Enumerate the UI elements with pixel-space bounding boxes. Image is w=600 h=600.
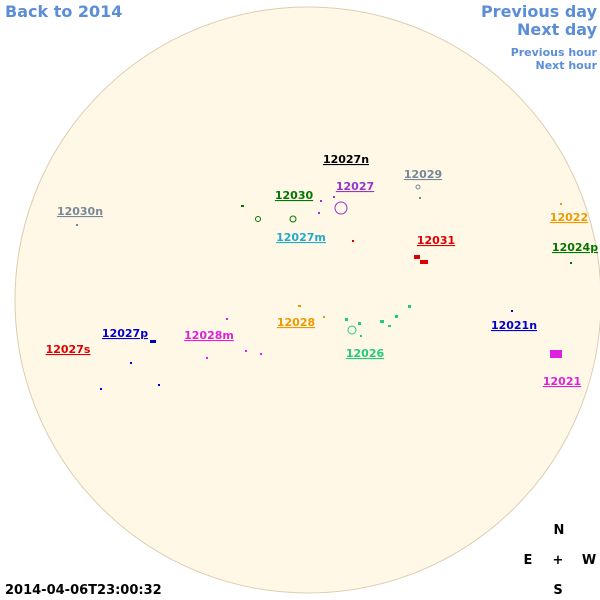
region-label[interactable]: 12026 [346,347,385,360]
next-day-link[interactable]: Next day [517,20,598,39]
region-label[interactable]: 12029 [404,168,442,181]
previous-day-link[interactable]: Previous day [481,2,598,21]
next-hour-link[interactable]: Next hour [536,59,598,72]
back-link[interactable]: Back to 2014 [5,2,122,21]
region-label[interactable]: 12030n [57,205,103,218]
compass-south: S [553,583,562,598]
solar-disk [14,6,600,594]
region-label[interactable]: 12028 [277,316,315,329]
region-label[interactable]: 12021 [543,375,581,388]
region-label[interactable]: 12024p [552,241,598,254]
region-label[interactable]: 12027n [323,153,369,166]
region-label[interactable]: 12030 [275,189,314,202]
region-label[interactable]: 12027 [336,180,374,193]
timestamp: 2014-04-06T23:00:32 [5,583,162,598]
sunspots [76,184,572,390]
region-label[interactable]: 12022 [550,211,588,224]
compass-center: + [553,553,564,568]
previous-hour-link[interactable]: Previous hour [511,46,598,59]
compass-west: W [582,553,596,568]
region-label[interactable]: 12028m [184,329,234,342]
region-label[interactable]: 12027m [276,231,326,244]
region-label[interactable]: 12027p [102,327,148,340]
compass-north: N [554,523,565,538]
region-label[interactable]: 12031 [417,234,455,247]
region-label[interactable]: 12021n [491,319,537,332]
region-label[interactable]: 12027s [46,343,91,356]
compass-east: E [524,553,533,568]
region-labels: 12027n 12029 12027 12030 12022 12030n 12… [46,153,599,388]
